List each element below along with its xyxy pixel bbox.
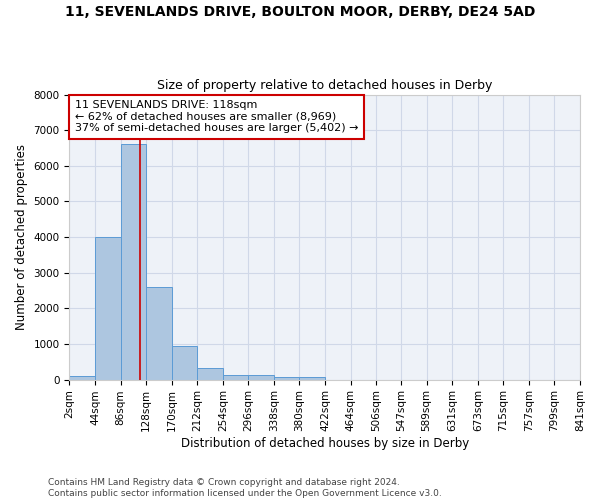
Bar xyxy=(95,237,121,380)
Bar xyxy=(197,368,223,380)
Bar xyxy=(274,376,299,380)
Bar xyxy=(299,376,325,380)
Bar xyxy=(223,376,248,380)
Text: 11 SEVENLANDS DRIVE: 118sqm
← 62% of detached houses are smaller (8,969)
37% of : 11 SEVENLANDS DRIVE: 118sqm ← 62% of det… xyxy=(74,100,358,134)
X-axis label: Distribution of detached houses by size in Derby: Distribution of detached houses by size … xyxy=(181,437,469,450)
Bar xyxy=(70,376,95,380)
Bar xyxy=(121,144,146,380)
Title: Size of property relative to detached houses in Derby: Size of property relative to detached ho… xyxy=(157,79,493,92)
Text: Contains HM Land Registry data © Crown copyright and database right 2024.
Contai: Contains HM Land Registry data © Crown c… xyxy=(48,478,442,498)
Text: 11, SEVENLANDS DRIVE, BOULTON MOOR, DERBY, DE24 5AD: 11, SEVENLANDS DRIVE, BOULTON MOOR, DERB… xyxy=(65,5,535,19)
Bar xyxy=(248,376,274,380)
Y-axis label: Number of detached properties: Number of detached properties xyxy=(15,144,28,330)
Bar xyxy=(146,287,172,380)
Bar xyxy=(172,346,197,380)
